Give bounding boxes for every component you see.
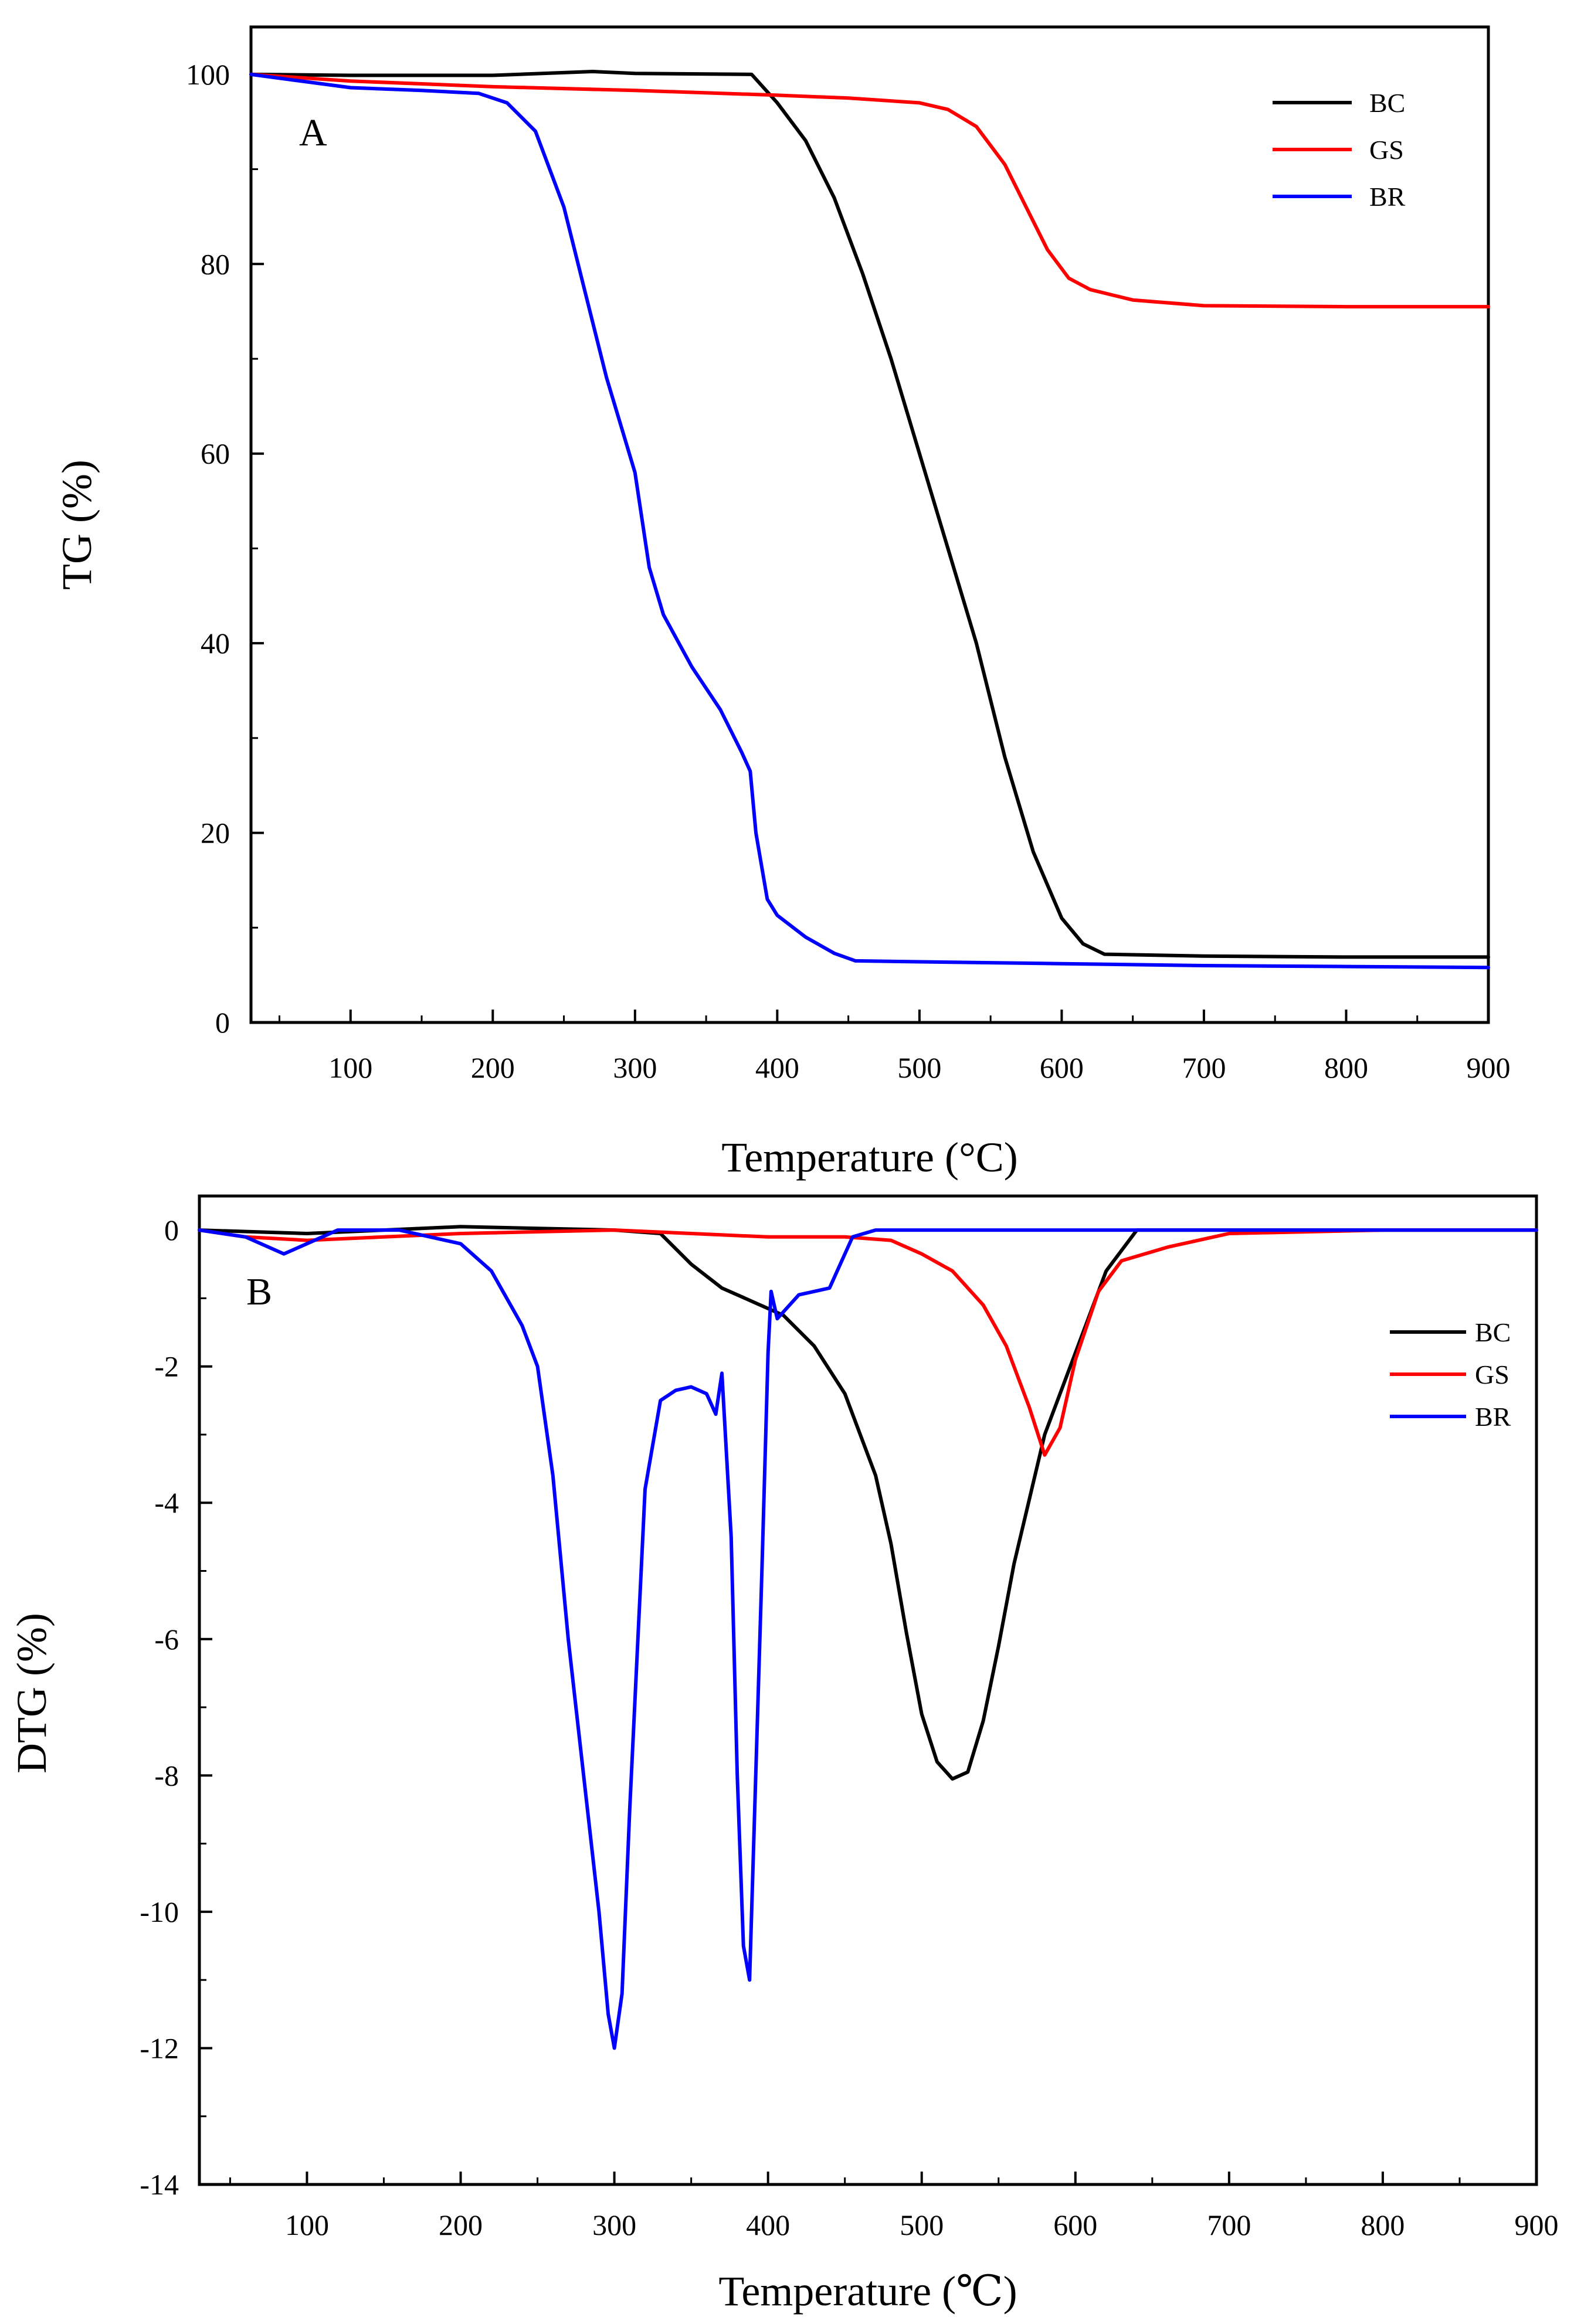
x-axis-title-a: Temperature (°C) — [721, 1134, 1018, 1181]
x-tick-labels-b: 100 200 300 400 500 600 700 800 900 — [285, 2209, 1559, 2241]
plot-frame-a — [249, 25, 1490, 1024]
x-tick-label-a: 700 — [1182, 1051, 1226, 1084]
x-tick-label-a: 900 — [1467, 1051, 1511, 1084]
series-lines-a — [249, 70, 1490, 970]
x-tick-label-a: 600 — [1040, 1051, 1084, 1084]
legend-label-br-b: BR — [1475, 1402, 1511, 1432]
y-tick-label-b: 0 — [164, 1214, 179, 1246]
x-tick-label-b: 700 — [1207, 2209, 1251, 2241]
legend-b: BC GS BR — [1390, 1317, 1511, 1432]
y-tick-label-a: 100 — [186, 58, 230, 91]
chart-panel-b: 100 200 300 400 500 600 700 800 900 0 -2 -4 -6 -8 -10… — [8, 1194, 1559, 2315]
series-lines-b — [198, 1225, 1538, 2050]
series-line-br-b — [198, 1228, 1538, 2050]
legend-label-br-a: BR — [1369, 182, 1406, 212]
legend-label-bc-a: BC — [1369, 88, 1405, 118]
x-tick-label-a: 200 — [471, 1051, 515, 1084]
y-tick-label-b: -10 — [140, 1895, 179, 1928]
y-tick-label-b: -2 — [154, 1350, 179, 1383]
y-tick-label-a: 60 — [201, 437, 230, 470]
y-axis-title-b: DTG (%) — [8, 1613, 55, 1773]
y-tick-labels-b: 0 -2 -4 -6 -8 -10 -12 -14 — [140, 1214, 179, 2201]
y-tick-label-a: 40 — [201, 627, 230, 660]
y-tick-labels-a: 0 20 40 60 80 100 — [186, 58, 230, 1039]
x-tick-label-a: 400 — [755, 1051, 799, 1084]
legend-a: BC GS BR — [1273, 88, 1406, 212]
x-tick-label-b: 500 — [900, 2209, 944, 2241]
x-tick-labels-a: 100 200 300 400 500 600 700 800 900 — [328, 1051, 1510, 1084]
x-tick-label-a: 300 — [613, 1051, 657, 1084]
ticks-a — [251, 73, 1490, 1024]
y-tick-label-a: 80 — [201, 247, 230, 280]
x-tick-label-b: 400 — [746, 2209, 790, 2241]
x-tick-label-a: 500 — [897, 1051, 941, 1084]
x-tick-label-a: 100 — [328, 1051, 372, 1084]
y-tick-label-a: 0 — [215, 1006, 230, 1039]
x-tick-label-b: 200 — [439, 2209, 483, 2241]
legend-label-bc-b: BC — [1475, 1317, 1511, 1347]
series-line-bc-a — [249, 70, 1490, 959]
series-line-gs-a — [249, 72, 1490, 309]
x-tick-label-b: 100 — [285, 2209, 329, 2241]
panel-label-b: B — [246, 1270, 272, 1313]
x-tick-label-b: 600 — [1053, 2209, 1097, 2241]
y-axis-title-a: TG (%) — [53, 460, 100, 590]
series-line-br-a — [249, 72, 1490, 970]
x-tick-label-b: 900 — [1515, 2209, 1559, 2241]
chart-panel-a: 100 200 300 400 500 600 700 800 900 0 20 40 60 80 100… — [53, 25, 1511, 1181]
x-tick-label-b: 800 — [1361, 2209, 1405, 2241]
y-tick-label-b: -8 — [154, 1759, 179, 1792]
y-tick-label-b: -6 — [154, 1623, 179, 1656]
legend-label-gs-a: GS — [1369, 135, 1404, 165]
x-tick-label-b: 300 — [592, 2209, 636, 2241]
panel-label-a: A — [299, 111, 327, 154]
y-tick-label-b: -4 — [154, 1486, 179, 1519]
legend-label-gs-b: GS — [1475, 1360, 1509, 1389]
y-tick-label-b: -14 — [140, 2168, 179, 2201]
y-tick-label-a: 20 — [201, 817, 230, 850]
series-line-gs-b — [198, 1228, 1538, 1457]
plot-frame-b — [198, 1194, 1538, 2186]
y-tick-label-b: -12 — [140, 2031, 179, 2064]
x-tick-label-a: 800 — [1324, 1051, 1368, 1084]
x-axis-title-b: Temperature (℃) — [718, 2268, 1017, 2315]
